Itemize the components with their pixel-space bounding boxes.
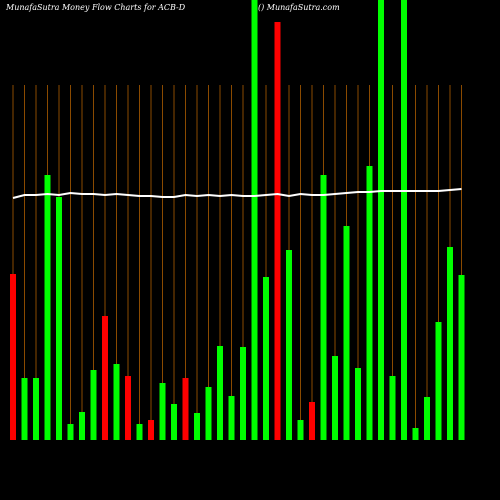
bar bbox=[240, 347, 246, 440]
bar bbox=[44, 175, 51, 440]
bar bbox=[309, 402, 315, 440]
bar bbox=[274, 22, 281, 440]
chart-title: MunafaSutra Money Flow Charts for ACB-D bbox=[5, 3, 186, 12]
bar bbox=[217, 346, 223, 440]
bar bbox=[412, 428, 419, 440]
bar bbox=[125, 376, 131, 440]
bar bbox=[102, 316, 108, 440]
bar bbox=[355, 368, 361, 440]
bar bbox=[113, 364, 120, 440]
bar bbox=[343, 226, 350, 440]
bar bbox=[79, 412, 85, 440]
bar bbox=[228, 396, 235, 440]
bar bbox=[458, 275, 465, 440]
bar bbox=[67, 424, 74, 440]
bar bbox=[90, 370, 97, 440]
bar bbox=[251, 0, 258, 440]
bar bbox=[136, 424, 143, 440]
bar bbox=[194, 413, 200, 440]
chart-subtitle: () MunafaSutra.com bbox=[258, 3, 340, 12]
bar bbox=[297, 420, 304, 440]
bar bbox=[182, 378, 189, 440]
bar bbox=[263, 277, 269, 440]
bar bbox=[56, 197, 62, 440]
bar bbox=[401, 0, 407, 440]
bar bbox=[171, 404, 177, 440]
bar bbox=[10, 274, 16, 440]
bar bbox=[435, 322, 442, 440]
bar bbox=[21, 378, 28, 440]
bar bbox=[447, 247, 453, 440]
bar bbox=[159, 383, 166, 440]
bar bbox=[286, 250, 292, 440]
bar bbox=[205, 387, 212, 440]
bar bbox=[148, 420, 154, 440]
bar bbox=[320, 175, 327, 440]
bar bbox=[424, 397, 430, 440]
bar bbox=[378, 0, 384, 440]
bar bbox=[366, 166, 373, 440]
bar bbox=[332, 356, 338, 440]
line bbox=[12, 188, 462, 199]
bar bbox=[389, 376, 396, 440]
bar bbox=[33, 378, 39, 440]
